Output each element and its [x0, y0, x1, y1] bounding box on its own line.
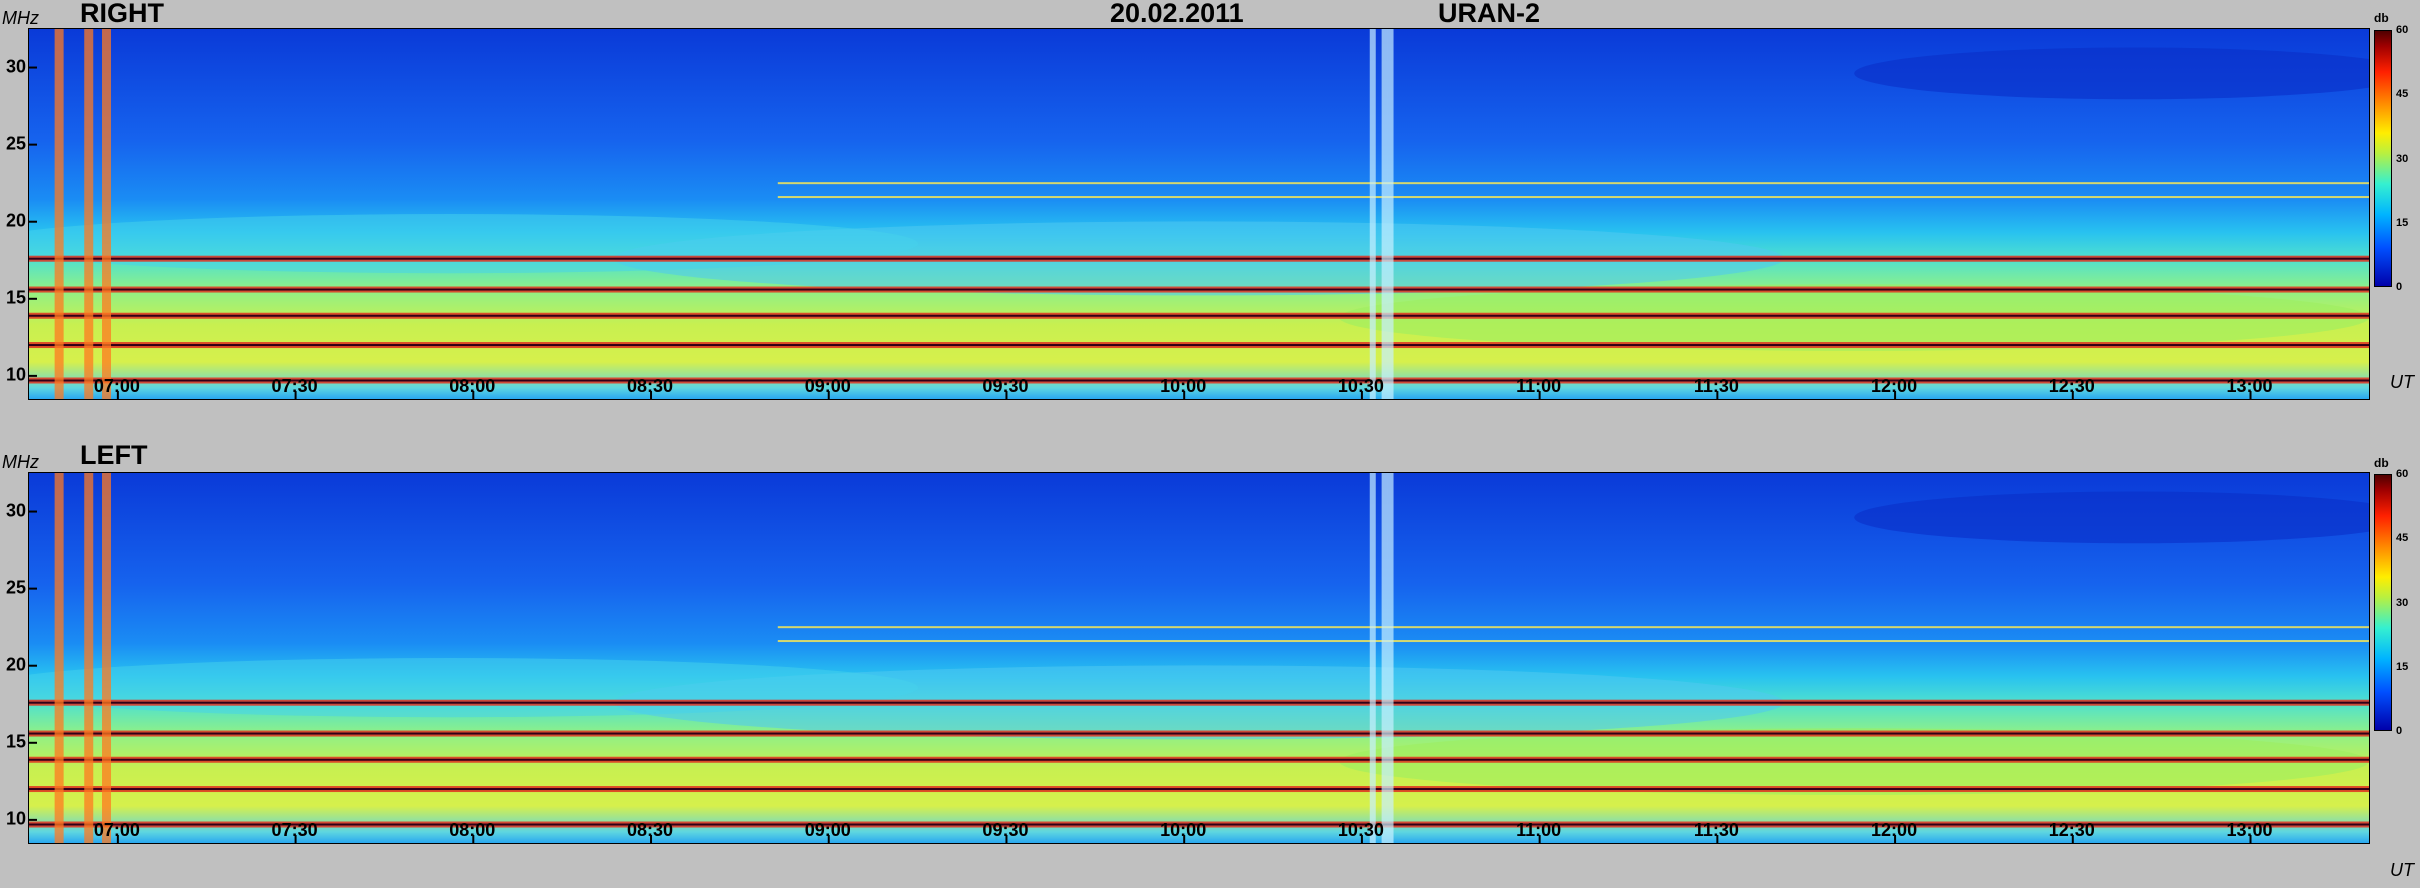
interference-band-core — [29, 701, 2369, 704]
top-spectrogram-plot — [29, 29, 2369, 399]
x-tick-label: 11:00 — [1516, 820, 1562, 840]
colorbar-tick-label: 60 — [2396, 24, 2409, 36]
interference-band-core — [29, 257, 2369, 260]
bottom-y-unit: MHz — [2, 452, 39, 472]
y-tick-label: 15 — [5, 731, 26, 752]
x-tick-label: 13:00 — [2226, 820, 2273, 840]
broadband-burst — [102, 29, 112, 399]
bottom-colorbar — [2374, 474, 2392, 731]
x-tick-label: 09:00 — [804, 376, 851, 396]
x-tick-label: 10:30 — [1337, 820, 1384, 840]
colorbar-tick-label: 0 — [2396, 725, 2403, 737]
interference-band-core — [29, 288, 2369, 291]
top-colorbar — [2374, 30, 2392, 287]
x-tick-label: 13:00 — [2226, 376, 2273, 396]
y-tick-label: 30 — [5, 56, 26, 77]
colorbar-tick-label: 45 — [2396, 88, 2409, 101]
top-colorbar-unit: db — [2374, 11, 2389, 25]
date-label: 20.02.2011 — [1110, 0, 1244, 28]
x-tick-label: 12:30 — [2048, 376, 2095, 396]
x-tick-label: 10:00 — [1160, 376, 1207, 396]
top-panel-title: RIGHT — [80, 0, 164, 28]
interference-band-core — [29, 758, 2369, 761]
x-tick-label: 07:00 — [93, 376, 140, 396]
broadband-burst — [1369, 29, 1376, 399]
bottom-spectrogram-plot — [29, 473, 2369, 843]
top-y-unit: MHz — [2, 8, 39, 28]
colorbar-tick-label: 15 — [2396, 660, 2409, 673]
broadband-burst — [1387, 473, 1394, 843]
y-tick-label: 30 — [5, 500, 26, 521]
colorbar-tick-label: 30 — [2396, 152, 2409, 165]
y-tick-label: 25 — [5, 577, 26, 598]
broadband-burst — [84, 473, 94, 843]
colorbar-tick-label: 30 — [2396, 596, 2409, 609]
interference-band-core — [29, 379, 2369, 382]
broadband-burst — [84, 29, 94, 399]
x-tick-label: 10:00 — [1160, 820, 1207, 840]
x-tick-label: 08:30 — [626, 820, 674, 840]
x-tick-label: 11:30 — [1693, 820, 1739, 840]
bottom-spectrogram — [28, 472, 2370, 844]
y-tick-label: 20 — [5, 654, 26, 675]
x-tick-label: 08:00 — [449, 376, 496, 396]
broadband-burst — [54, 473, 64, 843]
bottom-panel-title: LEFT — [80, 440, 148, 470]
broadband-burst — [1369, 473, 1376, 843]
y-tick-label: 10 — [5, 808, 26, 829]
broadband-burst — [1381, 29, 1388, 399]
top-spectrogram — [28, 28, 2370, 400]
x-tick-label: 11:30 — [1693, 376, 1739, 396]
x-tick-label: 08:30 — [626, 376, 674, 396]
colorbar-tick-label: 0 — [2396, 281, 2403, 293]
broadband-burst — [54, 29, 64, 399]
x-tick-label: 07:30 — [271, 820, 318, 840]
bottom-x-unit: UT — [2390, 860, 2414, 880]
broadband-burst — [102, 473, 112, 843]
colorbar-tick-label: 15 — [2396, 216, 2409, 229]
x-tick-label: 12:30 — [2048, 820, 2095, 840]
colorbar-tick-label: 45 — [2396, 532, 2409, 545]
narrowband-line — [777, 182, 2369, 185]
narrowband-line — [777, 196, 2369, 199]
y-tick-label: 25 — [5, 133, 26, 154]
y-tick-label: 10 — [5, 364, 26, 385]
interference-band-core — [29, 314, 2369, 317]
x-tick-label: 09:00 — [804, 820, 851, 840]
x-tick-label: 08:00 — [449, 820, 496, 840]
emission-region — [1854, 491, 2369, 544]
colorbar-tick-label: 60 — [2396, 468, 2409, 480]
broadband-burst — [1381, 473, 1388, 843]
narrowband-line — [777, 626, 2369, 629]
bottom-colorbar-unit: db — [2374, 456, 2389, 470]
narrowband-line — [777, 640, 2369, 643]
x-tick-label: 12:00 — [1871, 820, 1918, 840]
interference-band-core — [29, 732, 2369, 735]
x-tick-label: 07:30 — [271, 376, 318, 396]
x-tick-label: 07:00 — [93, 820, 140, 840]
broadband-burst — [1387, 29, 1394, 399]
interference-band-core — [29, 788, 2369, 791]
x-tick-label: 11:00 — [1516, 376, 1562, 396]
x-tick-label: 09:30 — [982, 820, 1029, 840]
y-tick-label: 15 — [5, 287, 26, 308]
top-x-unit: UT — [2390, 372, 2414, 392]
y-tick-label: 20 — [5, 210, 26, 231]
emission-region — [1854, 47, 2369, 100]
x-tick-label: 10:30 — [1337, 376, 1384, 396]
interference-band-core — [29, 344, 2369, 347]
interference-band-core — [29, 823, 2369, 826]
x-tick-label: 12:00 — [1871, 376, 1918, 396]
instrument-label: URAN-2 — [1438, 0, 1541, 28]
x-tick-label: 09:30 — [982, 376, 1029, 396]
